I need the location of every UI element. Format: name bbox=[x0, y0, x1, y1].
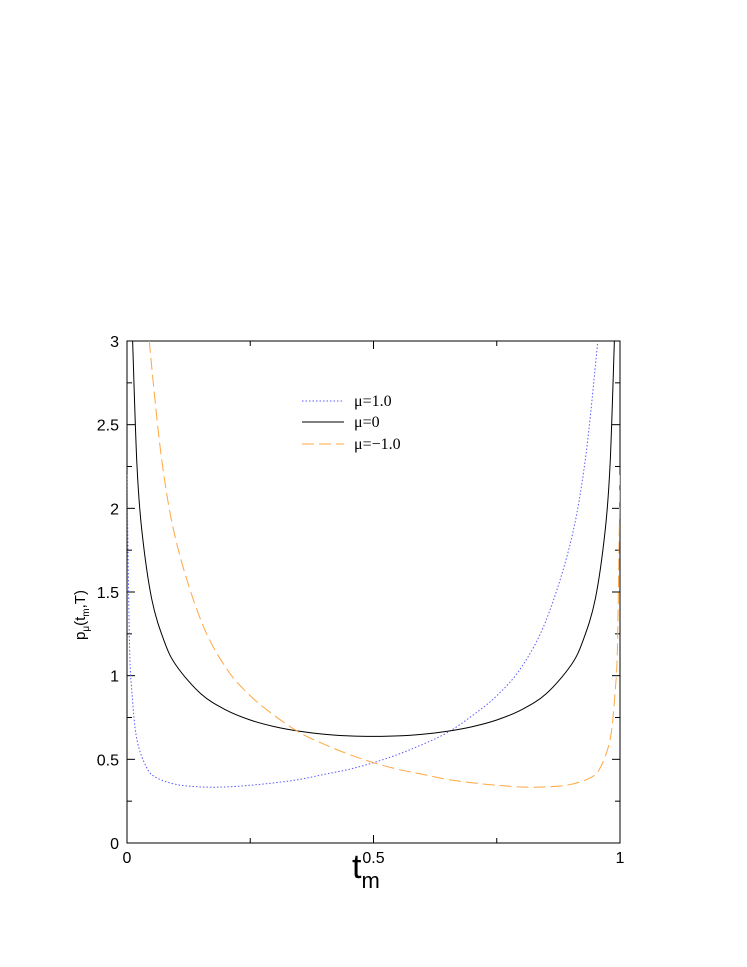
y-tick-label: 2.5 bbox=[97, 418, 119, 435]
y-tick-label: 0 bbox=[110, 836, 119, 853]
series-curves bbox=[127, 341, 620, 788]
series-line-0 bbox=[127, 341, 599, 788]
x-tick-label: 0 bbox=[123, 850, 132, 867]
y-axis-label: pμ(tm,T) bbox=[72, 590, 92, 640]
y-tick-label: 1 bbox=[110, 669, 119, 686]
legend: μ=1.0 μ=0 μ=−1.0 bbox=[302, 393, 401, 453]
legend-label-mu-1: μ=1.0 bbox=[354, 393, 392, 410]
x-axis-label: tm bbox=[352, 848, 380, 893]
y-tick-label: 3 bbox=[110, 334, 119, 351]
y-tick-label: 1.5 bbox=[97, 585, 119, 602]
series-line-1 bbox=[132, 341, 615, 737]
y-tick-label: 0.5 bbox=[97, 752, 119, 769]
legend-label-mu-0: μ=0 bbox=[354, 414, 380, 431]
legend-label-mu-minus-1: μ=−1.0 bbox=[354, 436, 401, 453]
x-tick-label: 1 bbox=[616, 850, 625, 867]
y-tick-label: 2 bbox=[110, 501, 119, 518]
series-line-2 bbox=[148, 341, 620, 788]
x-tick-label: 0.5 bbox=[362, 850, 384, 867]
